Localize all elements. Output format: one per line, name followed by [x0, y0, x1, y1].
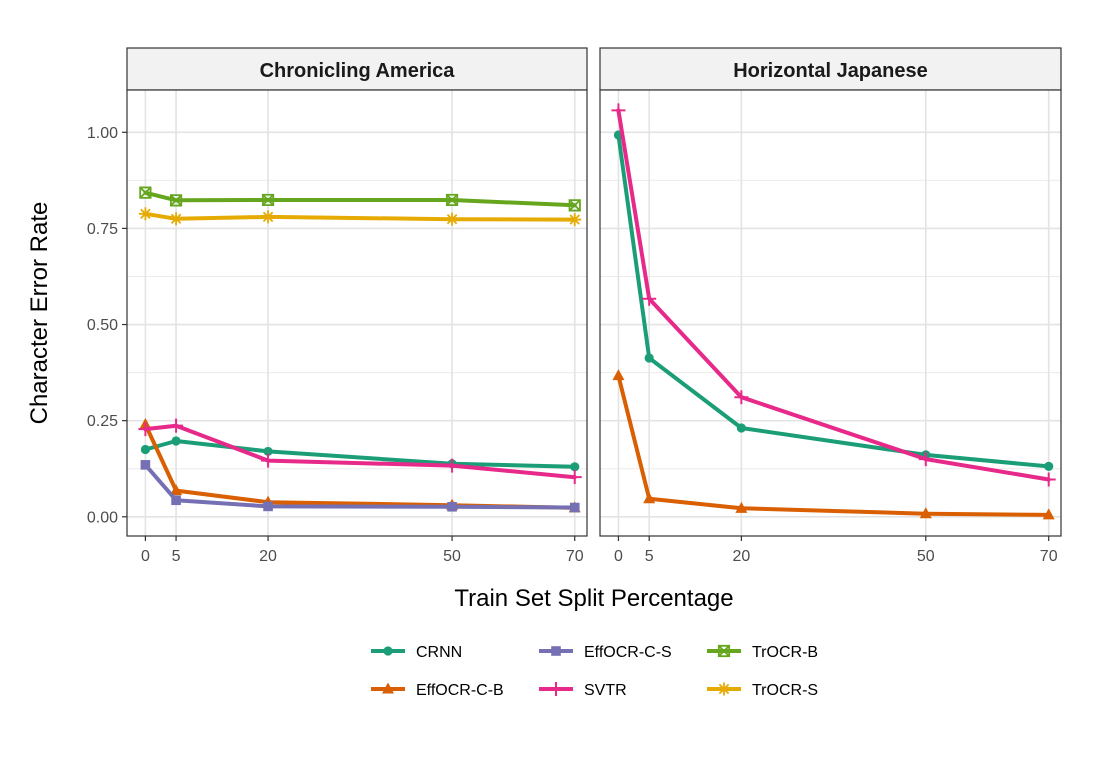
panel-frame: [126, 89, 588, 537]
data-point: [611, 103, 626, 118]
y-tick-label: 0.50: [87, 317, 118, 334]
series-trocr-s: [138, 207, 582, 227]
data-point: [568, 199, 581, 212]
data-point: [734, 390, 749, 405]
data-point: [642, 291, 657, 306]
legend-item-trocr-b: TrOCR-B: [707, 644, 818, 661]
y-tick-label: 0.00: [87, 509, 118, 526]
data-point: [1041, 472, 1056, 487]
data-point: [643, 492, 656, 504]
data-point: [261, 453, 276, 468]
data-point: [736, 423, 746, 433]
x-tick-label: 50: [443, 548, 461, 565]
data-point: [138, 207, 152, 221]
data-point: [169, 212, 183, 226]
y-tick-label: 1.00: [87, 125, 118, 142]
data-point: [169, 418, 184, 433]
data-point: [1042, 508, 1055, 520]
panel-horizontal-japanese: Horizontal Japanese 0 5 20 50 70: [599, 47, 1062, 565]
series-trocr-b: [139, 186, 581, 212]
legend-label: TrOCR-S: [752, 682, 818, 699]
panel-chronicling-america: Chronicling America 0 5 20 50 70: [126, 47, 588, 565]
x-tick-label: 50: [917, 548, 935, 565]
legend-item-crnn: CRNN: [371, 644, 462, 661]
legend-label: SVTR: [584, 682, 627, 699]
x-tick-label: 70: [566, 548, 584, 565]
series-effocr-c-s: [140, 460, 580, 513]
data-point: [570, 462, 580, 472]
legend-key-marker: [551, 646, 561, 656]
data-point: [445, 458, 460, 473]
data-point: [140, 444, 150, 455]
data-point: [445, 212, 459, 226]
series-effocr-c-b: [612, 369, 1055, 520]
y-tick-label: 0.75: [87, 221, 118, 238]
panel-strip: [126, 47, 588, 91]
series-svtr: [611, 103, 1056, 487]
data-point: [612, 369, 625, 381]
series-svtr: [138, 418, 582, 485]
legend: CRNN EffOCR-C-B EffOCR-C-S SVTR TrOCR-B TrOCR…: [371, 644, 818, 699]
x-axis-ticks: 0 5 20 50 70: [141, 536, 584, 565]
y-tick-label: 0.25: [87, 413, 118, 430]
data-point: [138, 422, 153, 437]
panel-title: Chronicling America: [260, 60, 456, 82]
panel-strip: [599, 47, 1062, 91]
data-point: [919, 507, 932, 519]
data-point: [261, 210, 275, 224]
series-layer: [138, 186, 582, 513]
data-point: [735, 501, 748, 513]
x-tick-label: 20: [732, 548, 750, 565]
x-axis-ticks: 0 5 20 50 70: [614, 536, 1058, 565]
legend-key-marker: [383, 646, 393, 656]
data-point: [171, 495, 181, 506]
panel-frame: [599, 89, 1062, 537]
data-point: [447, 501, 457, 512]
data-point: [171, 436, 181, 446]
data-point: [567, 470, 582, 485]
x-tick-label: 0: [614, 548, 623, 565]
x-tick-label: 20: [259, 548, 277, 565]
data-point: [1044, 461, 1054, 472]
legend-key-marker: [549, 682, 563, 696]
legend-key-marker: [382, 682, 394, 694]
data-point: [568, 213, 582, 227]
x-tick-label: 5: [645, 548, 654, 565]
legend-label: TrOCR-B: [752, 644, 818, 661]
data-point: [644, 353, 654, 363]
x-tick-label: 0: [141, 548, 150, 565]
legend-label: EffOCR-C-S: [584, 644, 672, 661]
legend-item-effocr-c-b: EffOCR-C-B: [371, 682, 504, 699]
data-point: [263, 501, 273, 512]
x-axis-title: Train Set Split Percentage: [454, 585, 733, 612]
x-tick-label: 5: [172, 548, 181, 565]
series-layer: [611, 103, 1056, 520]
legend-key-marker: [717, 644, 731, 658]
data-point: [918, 452, 933, 467]
legend-item-svtr: SVTR: [539, 682, 627, 699]
legend-item-effocr-c-s: EffOCR-C-S: [539, 644, 672, 661]
panel-title: Horizontal Japanese: [733, 60, 928, 82]
data-point: [140, 460, 151, 470]
legend-label: EffOCR-C-B: [416, 682, 504, 699]
legend-key-marker: [717, 682, 731, 696]
data-point: [261, 193, 275, 207]
data-point: [569, 502, 580, 513]
x-tick-label: 70: [1040, 548, 1058, 565]
legend-item-trocr-s: TrOCR-S: [707, 682, 818, 699]
data-point: [445, 193, 459, 207]
legend-label: CRNN: [416, 644, 462, 661]
y-axis-title: Character Error Rate: [26, 202, 53, 425]
data-point: [170, 484, 183, 496]
data-point: [263, 446, 273, 457]
y-axis-ticks: 0.00 0.25 0.50 0.75 1.00: [87, 125, 127, 526]
data-point: [139, 186, 152, 199]
grid-lines: [127, 90, 587, 536]
data-point: [169, 194, 183, 207]
